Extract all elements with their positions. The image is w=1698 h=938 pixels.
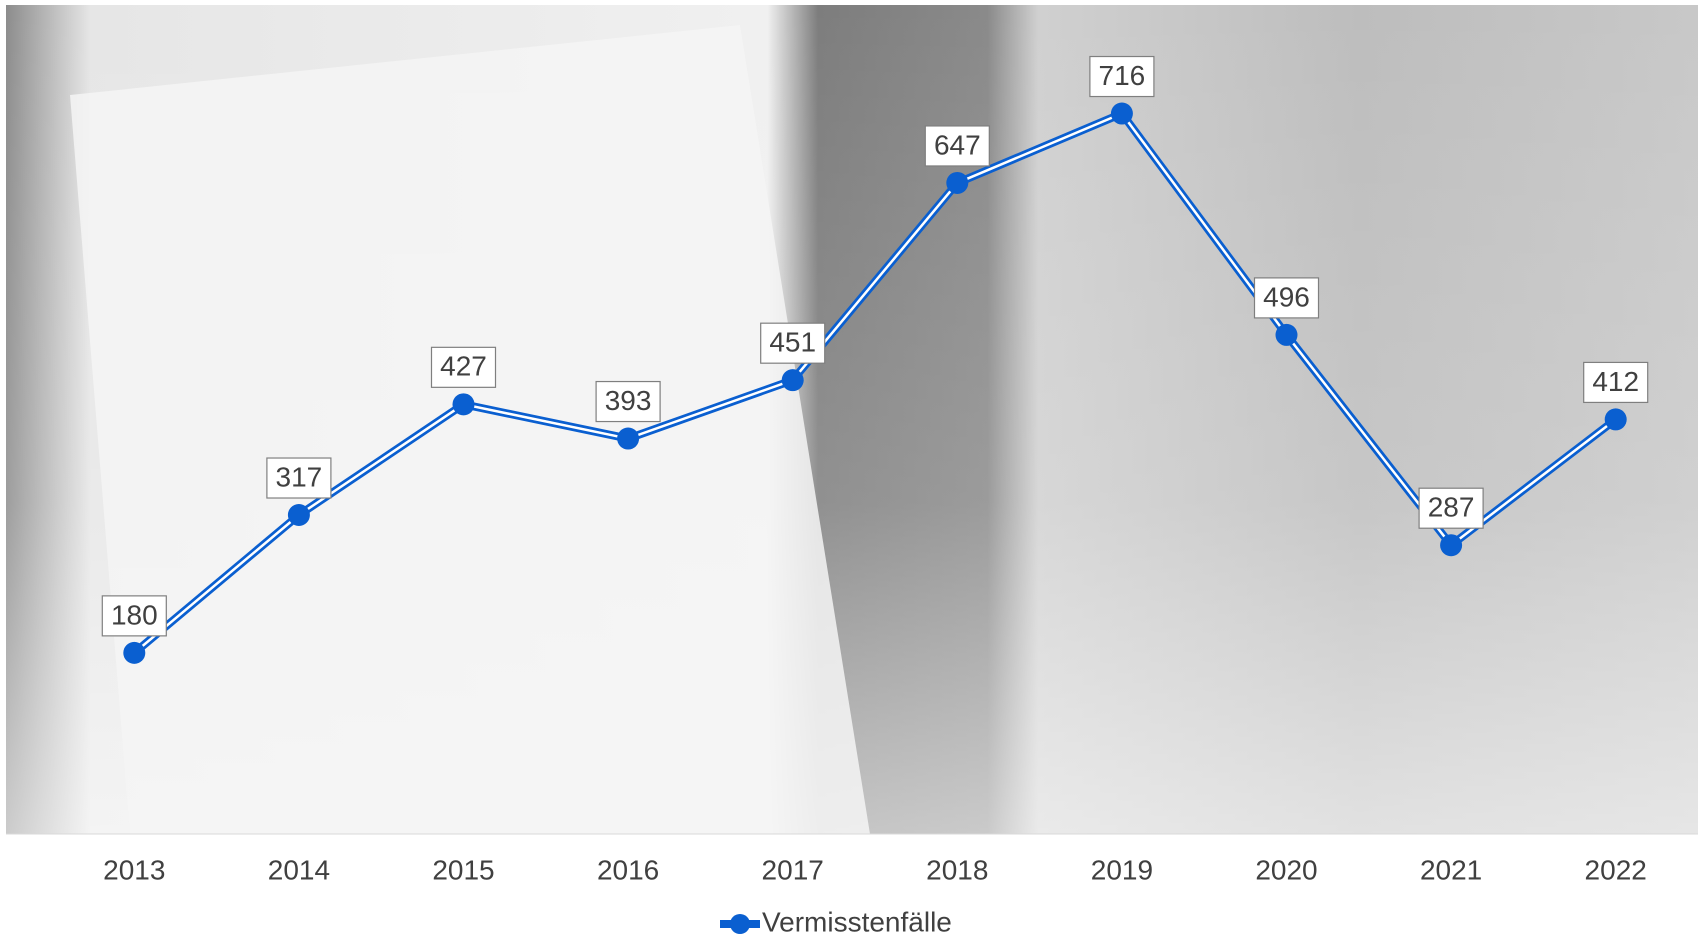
legend-label: Vermisstenfälle [762, 906, 952, 937]
data-label: 287 [1428, 492, 1475, 523]
poster-shape [70, 25, 870, 834]
data-label-box [266, 457, 332, 499]
data-point [452, 393, 475, 416]
data-point [1110, 102, 1133, 125]
data-point [1275, 323, 1298, 346]
data-label-box [1418, 487, 1484, 529]
series-line-inner [133, 112, 1617, 654]
data-label-box [430, 346, 497, 388]
data-label: 451 [769, 327, 816, 358]
data-point [946, 171, 969, 194]
data-label-box [101, 595, 167, 637]
data-label-box [1089, 55, 1155, 98]
data-label: 412 [1592, 366, 1639, 397]
x-tick-label: 2016 [597, 854, 659, 885]
data-point [1440, 534, 1463, 557]
data-label: 427 [440, 351, 487, 382]
data-label: 496 [1263, 281, 1310, 312]
x-tick-label: 2020 [1255, 854, 1317, 885]
data-label-box [760, 322, 826, 364]
data-label-box [595, 380, 661, 423]
data-point [123, 641, 146, 664]
data-label-box [1253, 277, 1320, 319]
x-tick-label: 2021 [1420, 854, 1482, 885]
data-label: 647 [934, 129, 981, 160]
x-tick-label: 2019 [1091, 854, 1153, 885]
data-point [1604, 408, 1627, 431]
data-label: 180 [111, 599, 158, 630]
data-label-box [1583, 361, 1649, 404]
data-point [287, 504, 310, 527]
x-tick-label: 2018 [926, 854, 988, 885]
data-point [617, 427, 640, 450]
data-label: 317 [276, 461, 323, 492]
data-point [781, 369, 804, 392]
data-label: 393 [605, 385, 652, 416]
x-tick-label: 2022 [1585, 854, 1647, 885]
x-tick-label: 2014 [268, 854, 330, 885]
legend-marker [730, 914, 750, 934]
data-label: 716 [1099, 60, 1146, 91]
x-tick-label: 2013 [103, 854, 165, 885]
x-tick-label: 2017 [762, 854, 824, 885]
data-label-box [924, 125, 990, 167]
x-tick-label: 2015 [432, 854, 494, 885]
